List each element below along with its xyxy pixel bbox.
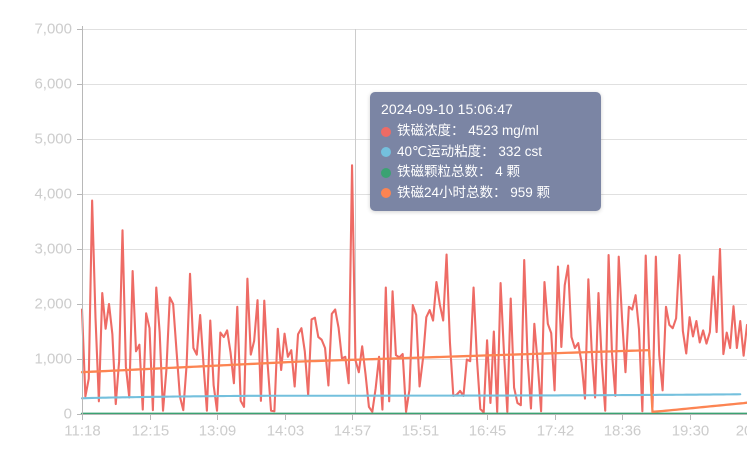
series-line-0 — [80, 164, 747, 414]
tooltip-series-text: 40℃运动粘度： 332 cst — [397, 143, 542, 159]
x-axis-label: 11:18 — [64, 422, 100, 439]
y-axis-label: 5,000 — [34, 130, 72, 147]
x-axis-label: 13:09 — [199, 422, 237, 439]
y-axis-label: 6,000 — [34, 75, 72, 92]
y-axis-label: 1,000 — [34, 350, 72, 367]
x-axis-label: 20:21 — [736, 422, 747, 439]
x-axis-label: 12:15 — [132, 422, 170, 439]
tooltip-series-list: 铁磁浓度： 4523 mg/ml 40℃运动粘度： 332 cst 铁磁颗粒总数： … — [381, 121, 590, 203]
tooltip-series-text: 铁磁浓度： 4523 mg/ml — [397, 123, 539, 139]
x-axis-label: 18:36 — [604, 422, 642, 439]
tooltip-series-text: 铁磁颗粒总数： 4 颗 — [397, 164, 521, 180]
x-axis-label: 14:03 — [267, 422, 305, 439]
tooltip-row: 铁磁颗粒总数： 4 颗 — [381, 162, 590, 183]
y-axis-label: 4,000 — [34, 185, 72, 202]
tooltip-row: 铁磁浓度： 4523 mg/ml — [381, 121, 590, 142]
series-line-1 — [80, 393, 742, 400]
tooltip-row: 40℃运动粘度： 332 cst — [381, 142, 590, 163]
tooltip-series-dot-icon — [381, 188, 391, 199]
x-axis-label: 19:30 — [672, 422, 710, 439]
x-axis-label: 17:42 — [537, 422, 575, 439]
tooltip-series-dot-icon — [381, 147, 391, 158]
y-axis-label: 0 — [64, 405, 72, 422]
tooltip-series-text: 铁磁24小时总数： 959 颗 — [397, 184, 551, 200]
tooltip-series-dot-icon — [381, 126, 391, 137]
tooltip-series-dot-icon — [381, 167, 391, 178]
y-axis-label: 2,000 — [34, 295, 72, 312]
series-line-3 — [80, 348, 747, 413]
x-axis-label: 15:51 — [402, 422, 440, 439]
x-axis-label: 14:57 — [334, 422, 372, 439]
chart-tooltip: 2024-09-10 15:06:47 铁磁浓度： 4523 mg/ml 40℃运… — [370, 92, 601, 212]
tooltip-timestamp: 2024-09-10 15:06:47 — [381, 101, 513, 117]
x-axis-label: 16:45 — [469, 422, 507, 439]
y-axis-label: 7,000 — [34, 20, 72, 37]
tooltip-row: 铁磁24小时总数： 959 颗 — [381, 183, 590, 204]
y-axis-label: 3,000 — [34, 240, 72, 257]
